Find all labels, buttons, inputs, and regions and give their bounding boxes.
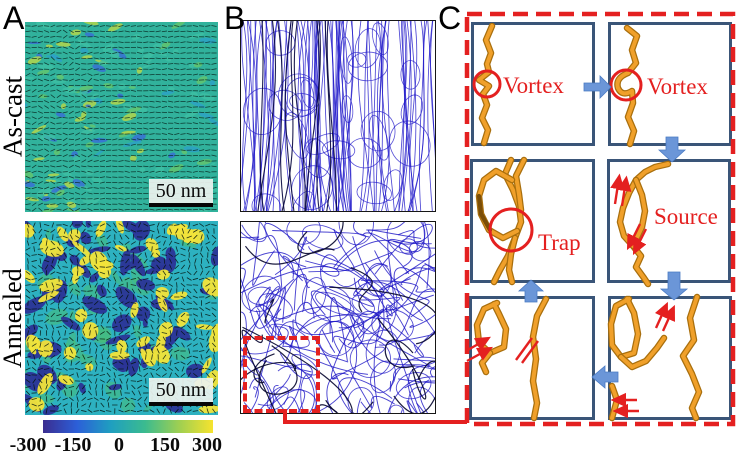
fibril-map-annealed-svg [241, 222, 435, 413]
vortex-2-label: Vortex [647, 74, 708, 99]
vortex-1-label: Vortex [503, 73, 564, 98]
schematic-box-trap [470, 159, 595, 283]
zoom-roi-dashed-box [243, 336, 320, 413]
scalebar-annealed: 50 nm [149, 378, 213, 406]
fibril-map-annealed [240, 221, 436, 414]
panel-a-label: A [3, 0, 25, 36]
scalebar-ascast-text: 50 nm [149, 179, 213, 203]
ascast-vector-map: 50 nm [25, 22, 218, 212]
scalebar-ascast-bar [149, 203, 213, 207]
schematic-box-bottom-left [469, 296, 595, 420]
fibril-map-ascast-svg [241, 21, 435, 211]
panel-c-label: C [438, 0, 462, 36]
scalebar-annealed-text: 50 nm [149, 378, 213, 402]
colorbar-tick: -150 [54, 434, 92, 456]
fibril-map-ascast [240, 20, 436, 212]
as-cast-row-label: As-cast [0, 76, 28, 158]
roi-connector-vertical [283, 409, 287, 423]
colorbar-tick: 300 [192, 434, 222, 456]
trap-label: Trap [538, 230, 581, 255]
colorbar-tick: 0 [114, 434, 124, 456]
source-label: Source [654, 204, 718, 229]
roi-connector-horizontal [283, 420, 467, 424]
annealed-vector-map: 50 nm [25, 221, 218, 415]
colorbar-tick: -300 [9, 434, 47, 456]
panel-b-label: B [224, 0, 246, 36]
scalebar-annealed-bar [149, 402, 213, 406]
annealed-vector-map-svg [25, 221, 218, 415]
annealed-row-label: Annealed [0, 268, 27, 368]
colorbar-tick: 150 [150, 434, 180, 456]
scalebar-ascast: 50 nm [149, 179, 213, 207]
schematic-box-bottom-right [608, 296, 732, 420]
colorbar [43, 420, 213, 433]
